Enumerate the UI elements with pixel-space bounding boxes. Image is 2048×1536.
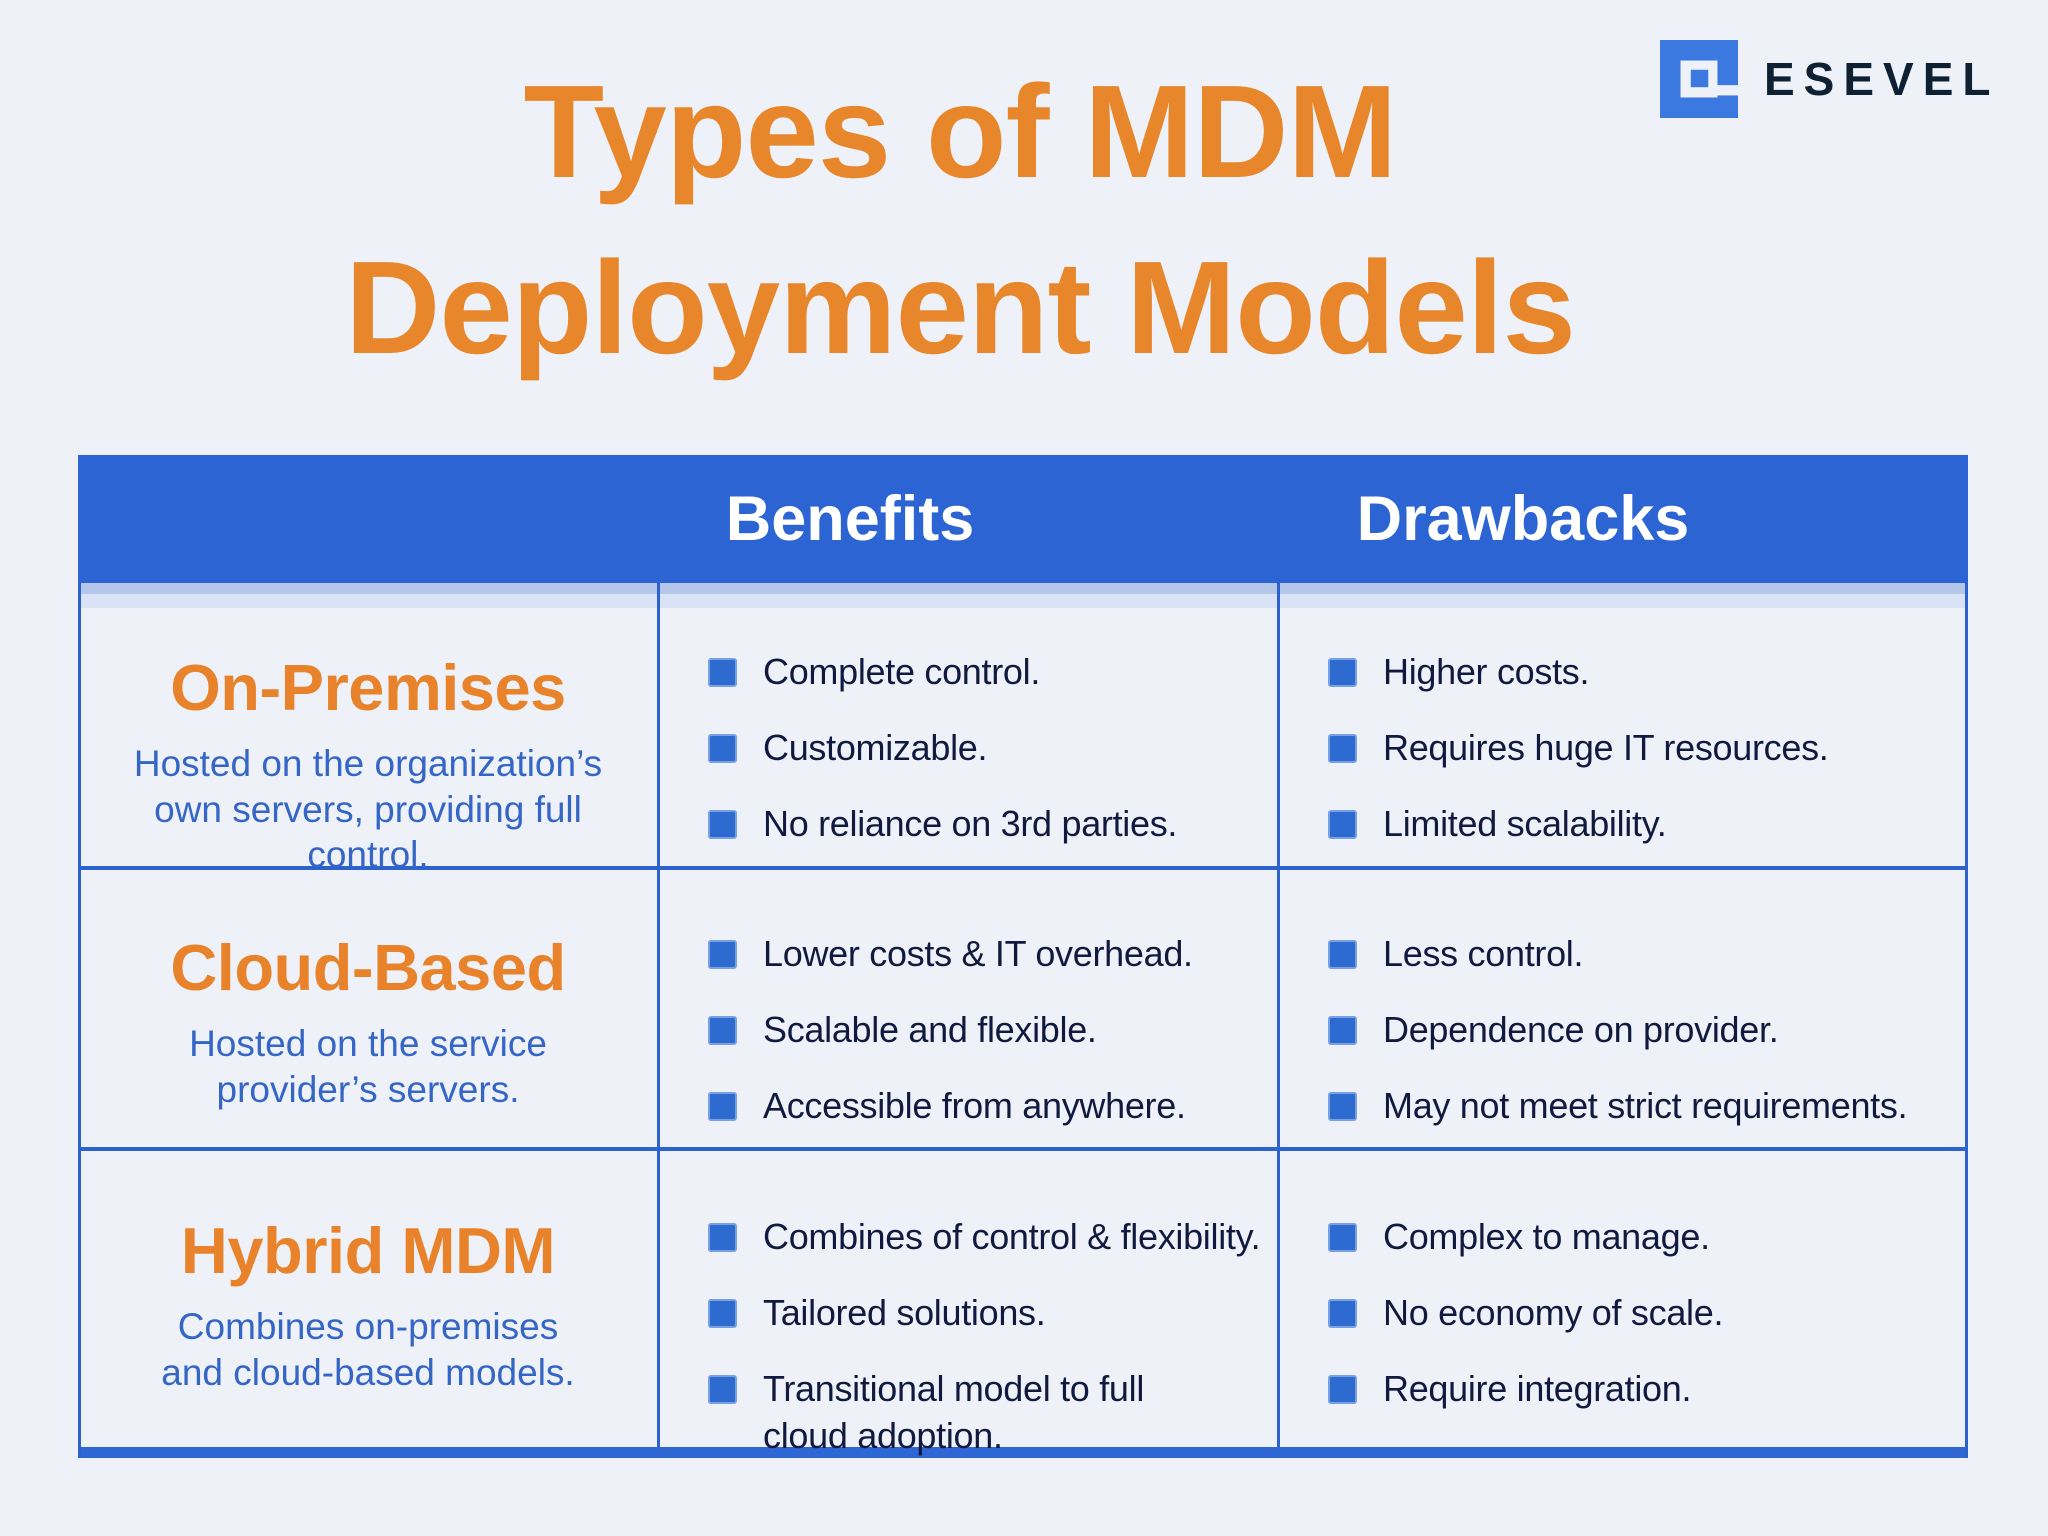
bullet-square-icon	[1328, 1092, 1357, 1121]
list-item: No reliance on 3rd parties.	[708, 800, 1278, 847]
drawback-text: Requires huge IT resources.	[1383, 727, 1829, 768]
list-item: Combines of control & flexibility.	[708, 1213, 1278, 1260]
benefit-text: Transitional model to full cloud adoptio…	[763, 1368, 1145, 1456]
bullet-square-icon	[708, 1375, 737, 1404]
page-title: Types of MDM Deployment Models	[0, 44, 1920, 396]
drawback-text: Dependence on provider.	[1383, 1009, 1779, 1050]
column-divider	[1277, 583, 1280, 1447]
bullet-square-icon	[708, 940, 737, 969]
bullet-square-icon	[708, 734, 737, 763]
list-item: Limited scalability.	[1328, 800, 1968, 847]
list-item: Accessible from anywhere.	[708, 1082, 1278, 1129]
drawback-text: Require integration.	[1383, 1368, 1692, 1409]
benefit-text: Tailored solutions.	[763, 1292, 1046, 1333]
benefit-text: Lower costs & IT overhead.	[763, 933, 1193, 974]
model-name: Cloud-Based	[170, 931, 566, 1004]
bullet-square-icon	[1328, 658, 1357, 687]
drawback-text: No economy of scale.	[1383, 1292, 1724, 1333]
column-header-drawbacks: Drawbacks	[1356, 484, 1690, 554]
table-header: Benefits Drawbacks	[78, 455, 1968, 583]
drawback-text: May not meet strict requirements.	[1383, 1085, 1908, 1126]
model-name: On-Premises	[170, 651, 566, 724]
header-shadow-strip-2	[78, 594, 1968, 608]
page-title-line1: Types of MDM	[523, 58, 1398, 205]
list-item: Less control.	[1328, 930, 1968, 977]
comparison-table: Benefits Drawbacks On-Premises Hosted on…	[78, 455, 1968, 1458]
list-item: Complex to manage.	[1328, 1213, 1968, 1260]
table-row: On-Premises Hosted on the organization’s…	[78, 608, 1968, 875]
list-item: May not meet strict requirements.	[1328, 1082, 1968, 1129]
bullet-square-icon	[1328, 810, 1357, 839]
bullet-square-icon	[708, 1092, 737, 1121]
row-divider	[78, 1147, 1968, 1151]
bullet-square-icon	[1328, 1016, 1357, 1045]
model-cell: On-Premises Hosted on the organization’s…	[78, 608, 658, 878]
benefit-text: Accessible from anywhere.	[763, 1085, 1186, 1126]
list-item: Requires huge IT resources.	[1328, 724, 1968, 771]
drawback-text: Less control.	[1383, 933, 1584, 974]
bullet-square-icon	[708, 810, 737, 839]
list-item: Complete control.	[708, 648, 1278, 695]
row-divider	[78, 866, 1968, 870]
bullet-square-icon	[708, 1299, 737, 1328]
drawbacks-cell: Complex to manage. No economy of scale. …	[1278, 1151, 1968, 1488]
model-description: Hosted on the organization’s own servers…	[133, 742, 603, 876]
header-shadow-strip-1	[78, 583, 1968, 594]
bullet-square-icon	[708, 1223, 737, 1252]
benefits-cell: Complete control. Customizable. No relia…	[658, 608, 1278, 878]
bullet-square-icon	[708, 1016, 737, 1045]
brand-name: ESEVEL	[1764, 53, 2000, 105]
bullet-square-icon	[1328, 940, 1357, 969]
list-item: Tailored solutions.	[708, 1289, 1278, 1336]
page-title-line2: Deployment Models	[345, 234, 1576, 381]
drawback-text: Complex to manage.	[1383, 1216, 1710, 1257]
list-item: Higher costs.	[1328, 648, 1968, 695]
list-item: Transitional model to full cloud adoptio…	[708, 1365, 1278, 1459]
table-body: On-Premises Hosted on the organization’s…	[78, 583, 1968, 1458]
model-cell: Cloud-Based Hosted on the service provid…	[78, 870, 658, 1158]
list-item: Require integration.	[1328, 1365, 1968, 1412]
column-divider	[657, 583, 660, 1447]
drawbacks-cell: Less control. Dependence on provider. Ma…	[1278, 870, 1968, 1158]
list-item: Lower costs & IT overhead.	[708, 930, 1278, 977]
esevel-logo: ESEVEL	[1660, 40, 2000, 118]
benefit-text: No reliance on 3rd parties.	[763, 803, 1178, 844]
esevel-square-mark-icon	[1660, 40, 1738, 118]
bullet-square-icon	[1328, 1375, 1357, 1404]
table-right-border	[1965, 583, 1968, 1458]
drawbacks-cell: Higher costs. Requires huge IT resources…	[1278, 608, 1968, 878]
bullet-square-icon	[1328, 734, 1357, 763]
list-item: No economy of scale.	[1328, 1289, 1968, 1336]
model-cell: Hybrid MDM Combines on-premises and clou…	[78, 1151, 658, 1488]
drawback-text: Limited scalability.	[1383, 803, 1667, 844]
list-item: Scalable and flexible.	[708, 1006, 1278, 1053]
table-left-border	[78, 583, 81, 1458]
benefit-text: Complete control.	[763, 651, 1041, 692]
benefits-cell: Lower costs & IT overhead. Scalable and …	[658, 870, 1278, 1158]
model-name: Hybrid MDM	[180, 1214, 556, 1287]
bullet-square-icon	[708, 658, 737, 687]
benefits-cell: Combines of control & flexibility. Tailo…	[658, 1151, 1278, 1488]
list-item: Dependence on provider.	[1328, 1006, 1968, 1053]
model-description: Combines on-premises and cloud-based mod…	[161, 1305, 575, 1393]
model-description: Hosted on the service provider’s servers…	[189, 1022, 547, 1110]
bullet-square-icon	[1328, 1223, 1357, 1252]
bullet-square-icon	[1328, 1299, 1357, 1328]
list-item: Customizable.	[708, 724, 1278, 771]
benefit-text: Combines of control & flexibility.	[763, 1216, 1261, 1257]
table-bottom-border	[78, 1447, 1968, 1458]
table-row: Hybrid MDM Combines on-premises and clou…	[78, 1151, 1968, 1456]
drawback-text: Higher costs.	[1383, 651, 1590, 692]
benefit-text: Scalable and flexible.	[763, 1009, 1097, 1050]
benefit-text: Customizable.	[763, 727, 988, 768]
table-row: Cloud-Based Hosted on the service provid…	[78, 870, 1968, 1147]
column-header-benefits: Benefits	[725, 484, 975, 554]
